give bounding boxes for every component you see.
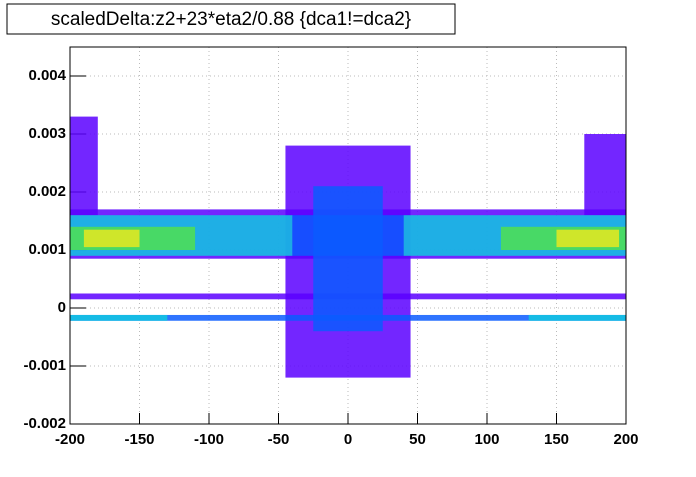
density-cell xyxy=(70,116,98,216)
density-cell xyxy=(83,229,140,248)
density-cell xyxy=(584,134,626,216)
density-cell xyxy=(313,186,383,332)
plot-frame xyxy=(69,46,627,425)
density-cell xyxy=(70,314,168,321)
x-tick-label: 50 xyxy=(409,431,426,448)
x-tick-label: 150 xyxy=(544,431,569,448)
y-tick-label: 0.003 xyxy=(28,125,66,142)
y-tick-label: 0.002 xyxy=(28,183,66,200)
x-tick-label: 200 xyxy=(613,431,638,448)
title-box xyxy=(6,3,456,35)
density-cell xyxy=(556,229,620,248)
y-tick-label: 0 xyxy=(58,299,66,316)
x-tick-label: 0 xyxy=(344,431,352,448)
x-tick-label: -200 xyxy=(55,431,85,448)
x-tick-label: -150 xyxy=(124,431,154,448)
chart-title: scaledDelta:z2+23*eta2/0.88 {dca1!=dca2} xyxy=(51,9,411,30)
y-tick-label: -0.001 xyxy=(23,357,66,374)
y-tick-label: -0.002 xyxy=(23,415,66,432)
y-tick-label: 0.001 xyxy=(28,241,66,258)
x-tick-label: 100 xyxy=(474,431,499,448)
x-tick-label: -50 xyxy=(268,431,290,448)
x-tick-label: -100 xyxy=(194,431,224,448)
density-cell xyxy=(528,314,626,321)
y-tick-label: 0.004 xyxy=(28,67,66,84)
